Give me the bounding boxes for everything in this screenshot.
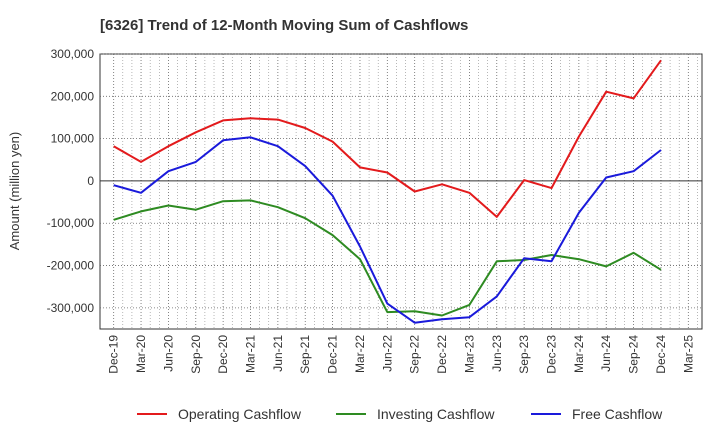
y-tick-label: -200,000 (47, 259, 95, 273)
x-tick-label: Dec-20 (216, 335, 230, 374)
free-cashflow-line (113, 136, 662, 324)
x-tick-label: Jun-23 (490, 335, 504, 372)
x-tick-label: Sep-21 (298, 335, 312, 374)
legend-label-free-cashflow: Free Cashflow (572, 406, 663, 422)
x-axis-ticks: Dec-19 Mar-20 Jun-20 Sep-20 Dec-20 Mar-21 Jun-… (107, 335, 696, 374)
x-tick-label: Dec-24 (654, 335, 668, 374)
x-tick-label: Mar-21 (244, 335, 258, 373)
x-tick-label: Jun-20 (161, 335, 175, 372)
x-tick-label: Mar-25 (681, 335, 695, 373)
x-tick-label: Jun-22 (380, 335, 394, 372)
x-tick-label: Mar-24 (572, 335, 586, 373)
x-tick-label: Dec-21 (326, 335, 340, 374)
legend-label-investing-cashflow: Investing Cashflow (377, 406, 495, 422)
y-axis-label: Amount (million yen) (7, 132, 22, 251)
legend-label-operating-cashflow: Operating Cashflow (178, 406, 302, 422)
y-axis-ticks: 300,000 200,000 100,000 0 -100,000 -200,000 -3… (47, 47, 95, 315)
x-tick-label: Sep-24 (627, 335, 641, 374)
x-tick-label: Sep-22 (408, 335, 422, 374)
y-tick-label: 0 (87, 174, 94, 188)
x-tick-label: Dec-19 (107, 335, 121, 374)
y-tick-label: -100,000 (47, 216, 95, 230)
x-tick-label: Dec-23 (545, 335, 559, 374)
chart-title: [6326] Trend of 12-Month Moving Sum of C… (100, 17, 468, 34)
x-tick-label: Mar-22 (353, 335, 367, 373)
x-tick-label: Dec-22 (435, 335, 449, 374)
y-tick-label: 300,000 (51, 47, 95, 61)
x-tick-label: Sep-20 (189, 335, 203, 374)
legend: Operating Cashflow Investing Cashflow Free… (137, 406, 663, 422)
x-tick-label: Mar-23 (462, 335, 476, 373)
series-lines (113, 59, 662, 324)
investing-cashflow-line (113, 199, 662, 317)
plot-area (99, 53, 703, 330)
x-tick-label: Jun-24 (599, 335, 613, 372)
plot-frame (99, 53, 703, 330)
x-tick-label: Jun-21 (271, 335, 285, 372)
y-tick-label: -300,000 (47, 301, 95, 315)
x-tick-label: Mar-20 (134, 335, 148, 373)
x-tick-label: Sep-23 (517, 335, 531, 374)
y-tick-label: 200,000 (51, 89, 95, 103)
y-tick-label: 100,000 (51, 132, 95, 146)
operating-cashflow-line (113, 59, 662, 218)
